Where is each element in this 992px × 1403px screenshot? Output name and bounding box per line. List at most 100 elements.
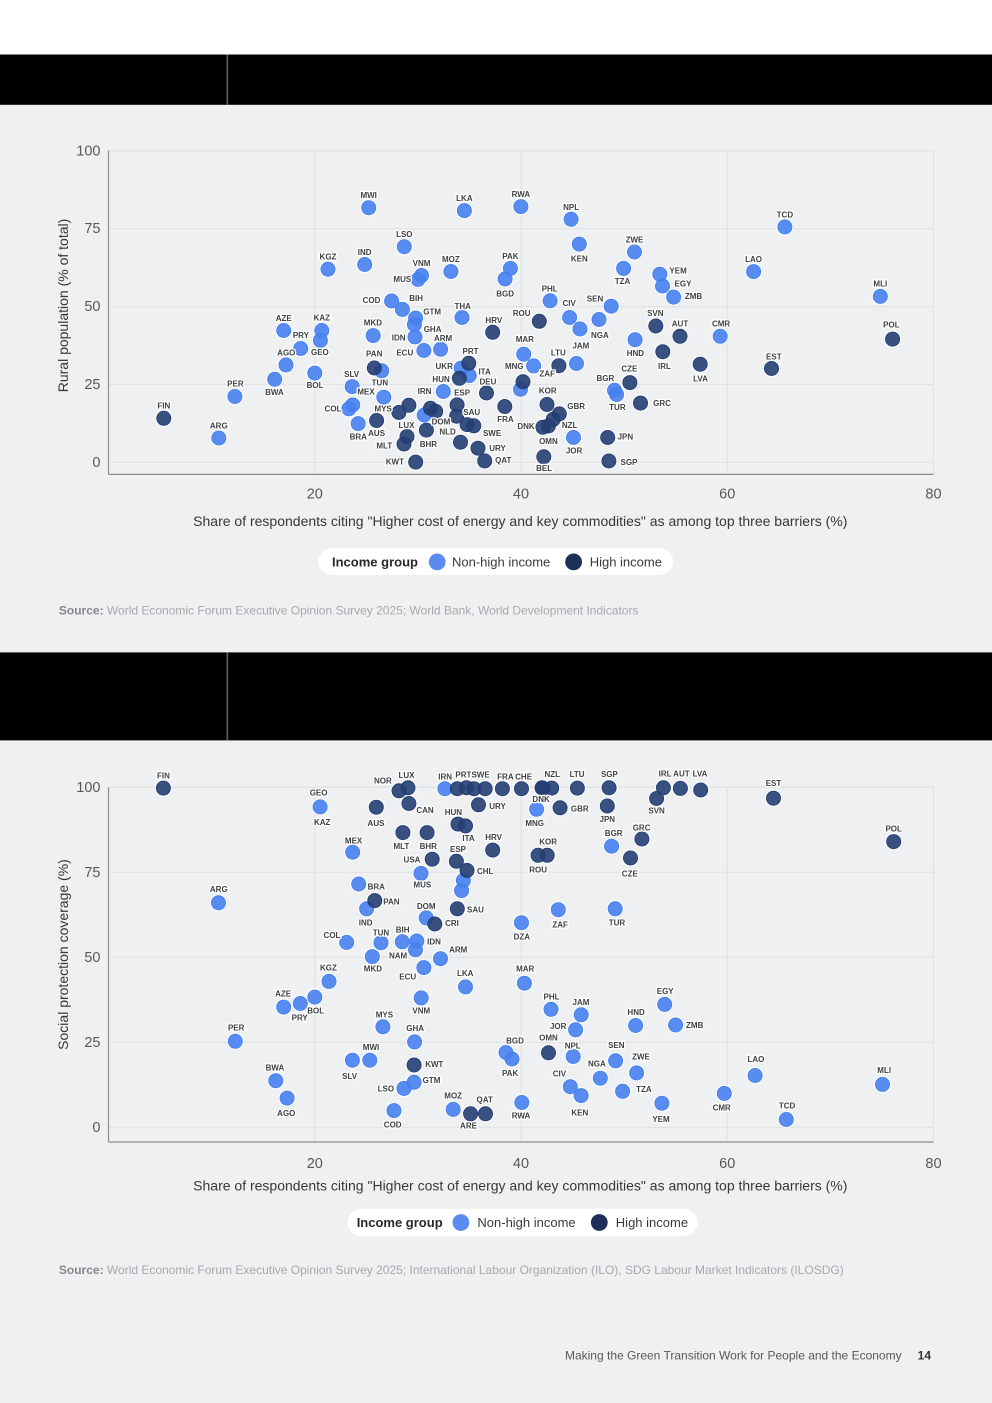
svg-text:AUS: AUS [368,429,386,438]
svg-text:ROU: ROU [529,865,547,874]
svg-text:LUX: LUX [399,771,416,780]
svg-text:MOZ: MOZ [444,1092,462,1101]
svg-text:SGP: SGP [601,770,619,779]
svg-text:LUX: LUX [399,421,416,430]
svg-text:TCD: TCD [777,210,794,219]
svg-text:LTU: LTU [570,770,585,779]
svg-text:OMN: OMN [539,1034,558,1043]
svg-text:IDN: IDN [392,334,406,343]
svg-text:PHL: PHL [544,992,560,1001]
svg-text:COL: COL [324,931,341,940]
svg-text:Share of respondents citing "H: Share of respondents citing "Higher cost… [193,1178,847,1194]
svg-text:80: 80 [925,1156,941,1172]
svg-text:QAT: QAT [477,1096,493,1105]
svg-text:NZL: NZL [562,421,578,430]
svg-text:CZE: CZE [622,870,639,879]
svg-text:LSO: LSO [396,230,412,239]
svg-text:Source: World Economic Forum E: Source: World Economic Forum Executive O… [59,1263,844,1277]
svg-text:80: 80 [925,487,941,503]
svg-text:HND: HND [627,349,645,358]
svg-text:JOR: JOR [550,1022,567,1031]
svg-text:POL: POL [885,825,902,834]
svg-text:LKA: LKA [457,969,474,978]
svg-text:DOM: DOM [417,902,436,911]
svg-text:DZA: DZA [514,933,531,942]
svg-text:20: 20 [307,1156,323,1172]
svg-text:IRL: IRL [658,362,671,371]
svg-text:100: 100 [76,780,100,796]
svg-text:PAK: PAK [502,1069,519,1078]
svg-text:Source: World Economic Forum E: Source: World Economic Forum Executive O… [59,604,639,618]
svg-text:ZMB: ZMB [686,1021,704,1030]
svg-text:FIN: FIN [157,402,170,411]
svg-text:NPL: NPL [563,203,579,212]
svg-text:MWI: MWI [363,1043,379,1052]
svg-text:AZE: AZE [275,989,292,998]
svg-text:CMR: CMR [713,1103,731,1112]
svg-text:BGR: BGR [605,829,623,838]
svg-text:COD: COD [363,296,381,305]
svg-text:VNM: VNM [412,1007,430,1016]
svg-text:MKD: MKD [364,964,382,973]
svg-text:THA: THA [454,302,471,311]
svg-text:PRT: PRT [463,347,479,356]
svg-text:AUS: AUS [368,819,386,828]
svg-text:MLI: MLI [873,279,887,288]
svg-text:PRY: PRY [292,1014,309,1023]
svg-text:MAR: MAR [516,335,534,344]
svg-text:KGZ: KGZ [320,253,337,262]
svg-text:CZE: CZE [621,365,638,374]
svg-text:CMR: CMR [712,320,730,329]
svg-text:CHE: CHE [515,773,533,782]
svg-text:TUR: TUR [609,403,626,412]
svg-text:CIV: CIV [563,299,577,308]
svg-text:HUN: HUN [445,808,463,817]
svg-text:Making the Green Transition Wo: Making the Green Transition Work for Peo… [565,1349,902,1363]
svg-text:ESP: ESP [454,389,471,398]
svg-text:RWA: RWA [512,1112,531,1121]
svg-text:MUS: MUS [393,275,411,284]
svg-text:BIH: BIH [396,926,410,935]
svg-text:ZWE: ZWE [632,1052,650,1061]
svg-text:JOR: JOR [566,447,583,456]
svg-text:SVN: SVN [647,309,664,318]
svg-text:FRA: FRA [497,773,514,782]
svg-text:NGA: NGA [588,1060,606,1069]
svg-text:ZAF: ZAF [539,369,555,378]
svg-text:KAZ: KAZ [314,314,331,323]
svg-text:PAN: PAN [366,349,383,358]
svg-text:CAN: CAN [416,806,434,815]
svg-text:High income: High income [616,1215,688,1230]
svg-text:NOR: NOR [374,777,392,786]
svg-text:BHR: BHR [420,842,438,851]
svg-text:Rural population (% of total): Rural population (% of total) [55,219,71,393]
svg-text:RWA: RWA [512,190,531,199]
svg-text:75: 75 [84,865,100,881]
svg-text:SGP: SGP [621,458,639,467]
svg-text:GTM: GTM [423,308,441,317]
svg-text:MOZ: MOZ [442,255,460,264]
svg-text:VNM: VNM [413,259,431,268]
svg-text:MUS: MUS [413,881,431,890]
svg-text:SWE: SWE [483,429,502,438]
svg-text:20: 20 [307,487,323,503]
svg-text:MKD: MKD [364,319,382,328]
svg-text:MYS: MYS [376,1011,394,1020]
svg-text:40: 40 [513,487,529,503]
svg-text:JAM: JAM [572,341,589,350]
svg-text:ECU: ECU [399,973,416,982]
svg-text:BRA: BRA [368,882,386,891]
svg-text:KOR: KOR [539,387,557,396]
svg-text:EST: EST [766,779,782,788]
svg-text:BEL: BEL [536,464,552,473]
svg-text:URY: URY [489,802,506,811]
svg-text:FRA: FRA [497,415,514,424]
svg-text:HRV: HRV [485,316,502,325]
svg-text:ESP: ESP [450,845,467,854]
svg-text:LVA: LVA [693,770,708,779]
svg-text:EGY: EGY [657,987,675,996]
svg-text:PER: PER [227,380,244,389]
svg-text:IRL: IRL [659,770,672,779]
svg-text:IND: IND [359,919,373,928]
svg-text:ECU: ECU [396,349,413,358]
